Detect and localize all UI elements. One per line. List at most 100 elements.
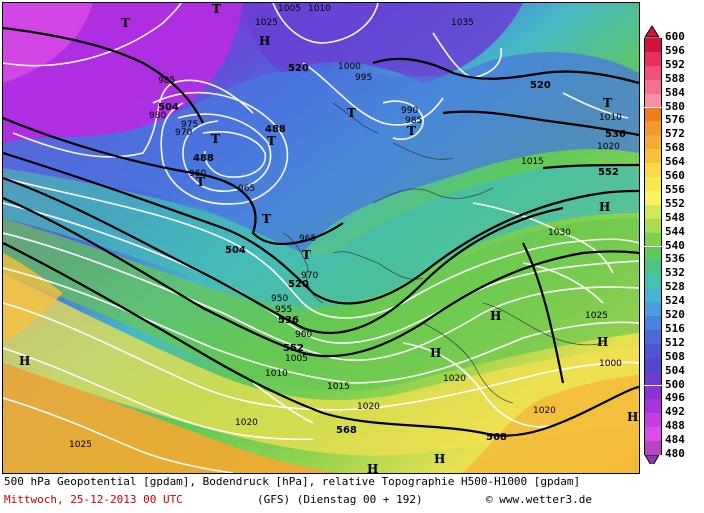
geopotential-label-group: 520 504 488 488 504 520 536 552 568 568 …: [158, 63, 626, 443]
pressure-label: 1010: [308, 4, 331, 14]
band-yellow: [3, 273, 639, 456]
legend-label: 500: [665, 377, 685, 391]
pressure-label: 980: [149, 111, 166, 121]
coastlines: [282, 102, 604, 404]
high-pressure-marker: H: [434, 452, 445, 466]
pressure-label: 1020: [357, 402, 380, 412]
pressure-label: 1000: [599, 359, 622, 369]
legend-label: 524: [665, 294, 685, 308]
band-violet: [243, 3, 523, 83]
geopotential-label: 504: [158, 102, 179, 113]
legend-swatch: [644, 177, 662, 191]
isobars: [3, 3, 639, 473]
legend-swatch: [644, 38, 662, 52]
geopotential-label: 536: [605, 129, 626, 140]
legend-swatch: [644, 399, 662, 414]
legend-swatch: [644, 218, 662, 233]
legend-swatch: [644, 65, 662, 80]
legend-swatch: [644, 149, 662, 164]
low-label-group: T T T T T T T T T T: [121, 3, 612, 262]
legend-label: 504: [665, 363, 685, 377]
geopotential-label: 552: [598, 167, 619, 178]
legend-swatch: [644, 246, 662, 261]
weather-map: 520 504 488 488 504 520 536 552 568 568 …: [2, 2, 640, 474]
pressure-label: 1010: [265, 369, 288, 379]
low-pressure-marker: T: [407, 124, 416, 138]
pressure-label: 1020: [235, 418, 258, 428]
pressure-label: 1035: [451, 18, 474, 28]
geopotential-label: 520: [288, 279, 309, 290]
legend-label: 480: [665, 447, 685, 460]
pressure-label: 1020: [597, 142, 620, 152]
geopotential-label: 520: [530, 80, 551, 91]
legend-label: 508: [665, 349, 685, 363]
geopotential-label: 568: [486, 432, 507, 443]
legend-label: 588: [665, 71, 685, 85]
legend-swatch: [644, 427, 662, 442]
low-pressure-marker: T: [212, 3, 221, 16]
band-blue: [3, 52, 639, 254]
low-pressure-marker: T: [211, 132, 220, 146]
legend-swatch: [644, 316, 662, 330]
low-pressure-marker: T: [603, 96, 612, 110]
pressure-label: 995: [355, 73, 372, 83]
pressure-label: 1025: [69, 440, 92, 450]
color-scale-legend: 600 596 592 588 584 580 576 572 568 564 560 556 552 5…: [640, 24, 702, 464]
legend-swatch: [644, 343, 662, 358]
pressure-label: 950: [271, 294, 288, 304]
band-orange-w: [3, 253, 63, 343]
legend-swatch: [644, 79, 662, 94]
pressure-label: 965: [238, 184, 255, 194]
pressure-label: 1015: [327, 382, 350, 392]
geopotential-label: 552: [283, 343, 304, 354]
legend-swatch: [644, 232, 662, 247]
legend-label: 596: [665, 43, 685, 57]
legend-label: 552: [665, 196, 685, 210]
legend-swatch: [644, 260, 662, 275]
legend-label: 592: [665, 57, 685, 71]
legend-swatch: [644, 385, 662, 400]
legend-label: 600: [665, 30, 685, 43]
geopotential-label: 488: [193, 153, 214, 164]
high-pressure-marker: H: [599, 200, 610, 214]
band-orange-se: [463, 375, 639, 473]
legend-swatch: [644, 413, 662, 428]
geopotential-label: 568: [336, 425, 357, 436]
band-cyan: [3, 164, 639, 307]
pressure-label: 1025: [255, 18, 278, 28]
legend-label: 560: [665, 169, 685, 182]
high-pressure-marker: H: [367, 462, 378, 473]
legend-label: 576: [665, 113, 685, 127]
pressure-label: 960: [189, 169, 206, 179]
legend-label: 496: [665, 391, 685, 405]
pressure-label: 970: [175, 128, 192, 138]
legend-swatch: [644, 357, 662, 372]
geopotential-label: 536: [278, 315, 299, 326]
high-label-group: H H H H H H H H H: [19, 34, 638, 473]
legend-label: 536: [665, 252, 685, 266]
low-pressure-marker: T: [262, 212, 271, 226]
pressure-label: 970: [301, 271, 318, 281]
legend-label: 584: [665, 85, 685, 99]
pressure-label: 990: [401, 106, 418, 116]
high-pressure-marker: H: [430, 346, 441, 360]
pressure-label: 955: [275, 305, 292, 315]
low-pressure-marker: T: [347, 106, 356, 120]
legend-label: 540: [665, 238, 685, 252]
legend-swatch: [644, 121, 662, 136]
legend-label: 484: [665, 433, 685, 447]
legend-label: 544: [665, 224, 685, 238]
pressure-label: 1005: [285, 354, 308, 364]
geopotential-label: 504: [225, 245, 246, 256]
geopotential-lines: [3, 26, 639, 437]
pressure-label: 985: [158, 76, 175, 86]
legend-label: 556: [665, 182, 685, 196]
pressure-label: 1000: [338, 62, 361, 72]
caption-description: 500 hPa Geopotential [gpdam], Bodendruck…: [4, 475, 581, 488]
legend-label: 516: [665, 321, 685, 335]
pressure-label-group: 1005 1010 1000 995 985 980 975 970 960 9…: [69, 4, 622, 450]
legend-label: 488: [665, 419, 685, 433]
legend-swatch: [644, 371, 662, 386]
low-pressure-marker: T: [302, 248, 311, 262]
